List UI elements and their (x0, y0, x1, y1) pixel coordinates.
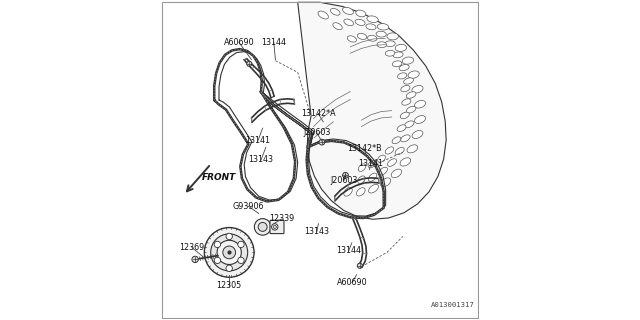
Ellipse shape (399, 65, 409, 71)
Ellipse shape (388, 159, 396, 166)
Circle shape (226, 265, 232, 271)
Text: J20603: J20603 (303, 128, 330, 137)
Circle shape (319, 139, 324, 145)
Ellipse shape (412, 85, 423, 93)
Ellipse shape (381, 178, 391, 187)
Circle shape (238, 257, 244, 264)
Ellipse shape (369, 184, 378, 193)
Circle shape (273, 225, 276, 228)
Text: FRONT: FRONT (202, 173, 236, 182)
Ellipse shape (358, 164, 366, 172)
Ellipse shape (342, 7, 353, 14)
Ellipse shape (378, 155, 385, 162)
Ellipse shape (407, 145, 418, 153)
Ellipse shape (385, 50, 395, 56)
Ellipse shape (333, 23, 342, 30)
Ellipse shape (377, 42, 387, 48)
Ellipse shape (367, 16, 378, 22)
Ellipse shape (344, 188, 352, 196)
Text: 13144: 13144 (261, 38, 286, 47)
Text: 13143: 13143 (304, 227, 330, 236)
Ellipse shape (366, 24, 376, 30)
Ellipse shape (400, 158, 411, 166)
Ellipse shape (376, 31, 387, 37)
Ellipse shape (404, 121, 414, 128)
Ellipse shape (357, 33, 367, 39)
Text: 13144: 13144 (336, 246, 361, 255)
Ellipse shape (396, 44, 406, 52)
Text: 13141: 13141 (358, 159, 383, 168)
Circle shape (192, 256, 198, 263)
Text: G93906: G93906 (232, 202, 264, 211)
Ellipse shape (385, 41, 395, 47)
Circle shape (214, 257, 221, 264)
Ellipse shape (408, 71, 419, 78)
Ellipse shape (379, 167, 387, 175)
Ellipse shape (330, 8, 340, 15)
Text: A60690: A60690 (223, 38, 254, 47)
Ellipse shape (401, 85, 410, 92)
Ellipse shape (378, 24, 389, 30)
Ellipse shape (368, 160, 376, 168)
Circle shape (258, 222, 267, 231)
Ellipse shape (387, 33, 398, 40)
Circle shape (254, 219, 271, 235)
Ellipse shape (356, 188, 365, 196)
Ellipse shape (397, 73, 407, 79)
Ellipse shape (385, 147, 394, 154)
Circle shape (217, 240, 241, 265)
Ellipse shape (412, 131, 423, 139)
Text: 13142*A: 13142*A (301, 109, 336, 118)
Circle shape (271, 224, 278, 230)
Text: 13141: 13141 (245, 136, 270, 145)
Ellipse shape (406, 92, 416, 98)
Ellipse shape (404, 78, 413, 84)
Ellipse shape (415, 116, 426, 124)
Circle shape (204, 228, 254, 277)
Ellipse shape (348, 36, 356, 42)
Text: 12339: 12339 (269, 214, 294, 223)
Ellipse shape (355, 19, 365, 26)
Text: 13142*B: 13142*B (348, 144, 382, 153)
Ellipse shape (318, 11, 328, 19)
Text: A013001317: A013001317 (431, 302, 474, 308)
Circle shape (357, 263, 362, 268)
Text: J20603: J20603 (330, 176, 358, 185)
Text: 12369: 12369 (179, 243, 205, 252)
Circle shape (226, 233, 232, 240)
Ellipse shape (415, 100, 426, 108)
Text: 12305: 12305 (216, 281, 242, 290)
Ellipse shape (401, 135, 410, 142)
Ellipse shape (356, 10, 366, 17)
Ellipse shape (369, 173, 377, 181)
Circle shape (214, 241, 221, 248)
Ellipse shape (391, 169, 402, 178)
Ellipse shape (397, 125, 406, 132)
Text: A60690: A60690 (337, 278, 367, 287)
Ellipse shape (395, 148, 404, 155)
Ellipse shape (358, 176, 365, 184)
Ellipse shape (406, 106, 416, 113)
Circle shape (238, 241, 244, 248)
Ellipse shape (393, 52, 403, 58)
Ellipse shape (403, 57, 413, 64)
Text: 13143: 13143 (248, 156, 273, 164)
Ellipse shape (402, 99, 411, 105)
Ellipse shape (367, 36, 377, 41)
Circle shape (211, 234, 248, 271)
Ellipse shape (400, 112, 409, 119)
FancyBboxPatch shape (270, 220, 284, 234)
Circle shape (223, 246, 236, 259)
Ellipse shape (392, 61, 402, 67)
Circle shape (342, 172, 348, 178)
Polygon shape (298, 2, 446, 219)
Circle shape (246, 61, 252, 66)
Ellipse shape (392, 137, 401, 144)
Ellipse shape (344, 19, 353, 26)
